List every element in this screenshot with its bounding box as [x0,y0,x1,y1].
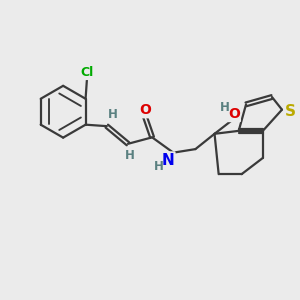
Text: H: H [220,100,230,113]
Text: H: H [154,160,164,173]
Text: S: S [285,103,296,118]
Text: N: N [162,152,174,167]
Text: O: O [228,107,240,121]
Text: H: H [124,148,134,161]
Text: H: H [108,109,118,122]
Text: Cl: Cl [80,66,94,79]
Text: O: O [139,103,151,117]
